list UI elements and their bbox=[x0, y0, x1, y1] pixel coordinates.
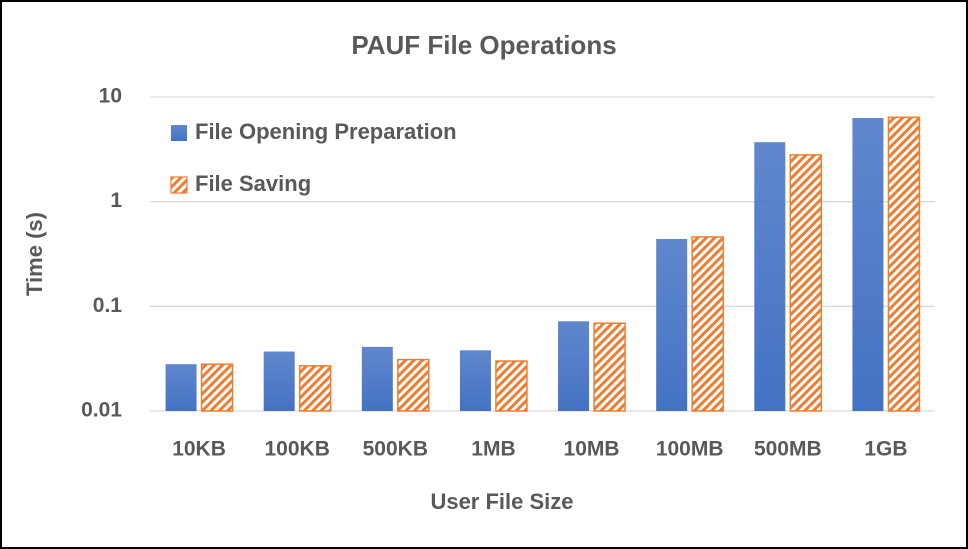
x-tick-label: 500MB bbox=[754, 438, 822, 461]
bar bbox=[459, 350, 491, 411]
y-tick-label: 1 bbox=[110, 189, 122, 212]
y-axis-title: Time (s) bbox=[22, 212, 47, 296]
x-tick-label: 10MB bbox=[564, 438, 620, 461]
bar bbox=[165, 364, 197, 411]
legend-swatch bbox=[171, 125, 187, 141]
bar bbox=[558, 321, 590, 411]
legend-label: File Opening Preparation bbox=[195, 119, 457, 144]
x-tick-label: 1MB bbox=[471, 438, 515, 461]
y-tick-label: 0.01 bbox=[81, 399, 122, 422]
x-tick-label: 100KB bbox=[265, 438, 330, 461]
bar bbox=[361, 346, 393, 411]
bar bbox=[691, 236, 724, 412]
bar bbox=[200, 363, 234, 412]
bar bbox=[298, 365, 332, 412]
legend-label: File Saving bbox=[195, 171, 311, 196]
x-tick-label: 10KB bbox=[172, 438, 226, 461]
x-tick-label: 1GB bbox=[864, 438, 907, 461]
bar bbox=[263, 351, 295, 411]
bar bbox=[789, 154, 823, 412]
y-tick-label: 10 bbox=[99, 85, 122, 108]
bar bbox=[656, 238, 688, 411]
legend-swatch bbox=[170, 176, 188, 194]
chart-title: PAUF File Operations bbox=[351, 30, 616, 60]
bar bbox=[397, 358, 430, 412]
bar bbox=[754, 142, 786, 411]
bar bbox=[852, 118, 884, 412]
bar bbox=[495, 360, 528, 412]
y-tick-label: 0.1 bbox=[93, 294, 123, 317]
x-tick-label: 500KB bbox=[363, 438, 428, 461]
x-tick-label: 100MB bbox=[656, 438, 724, 461]
x-axis-title: User File Size bbox=[430, 489, 573, 514]
bar bbox=[593, 322, 626, 412]
bar bbox=[887, 116, 921, 412]
